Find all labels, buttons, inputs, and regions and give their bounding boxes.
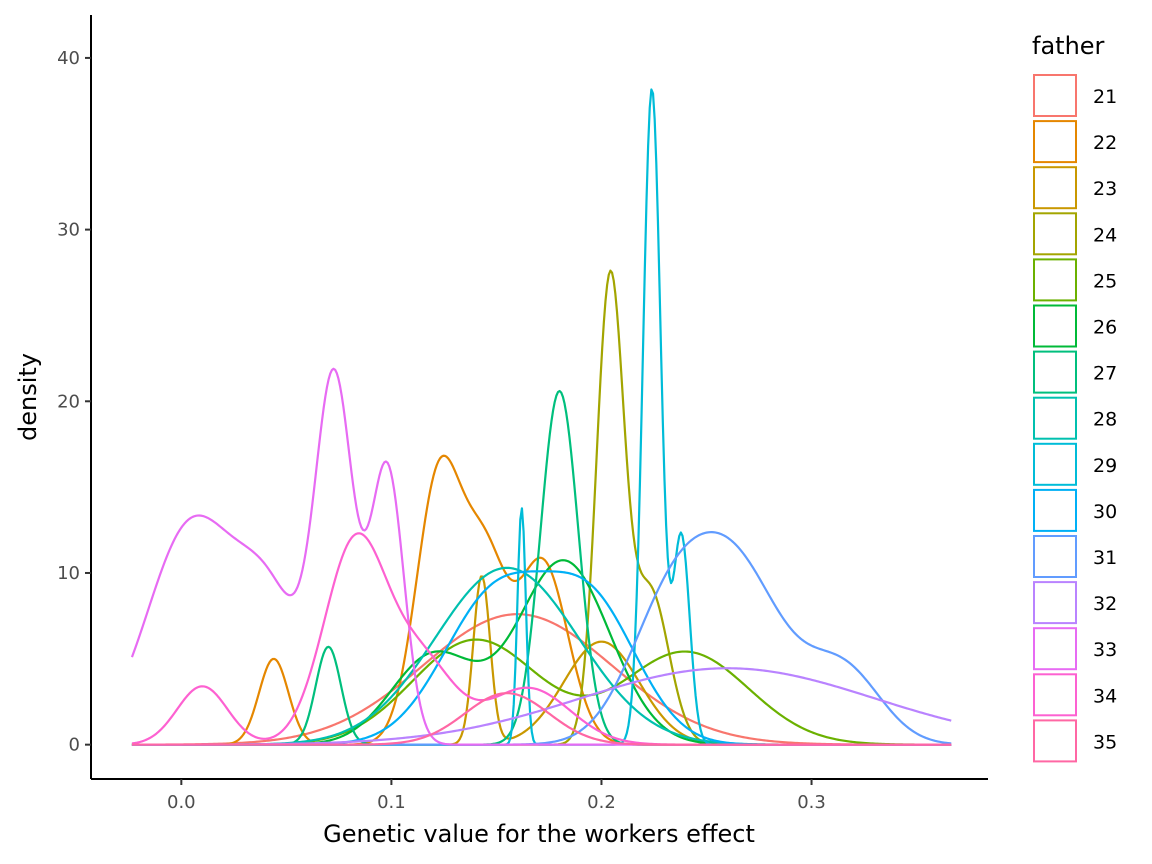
legend-key [1033, 673, 1077, 717]
x-tick-label: 0.2 [587, 792, 616, 813]
legend-title: father [1032, 32, 1105, 60]
legend-item-35: 35 [1033, 719, 1117, 763]
legend-key [1033, 258, 1077, 302]
legend-key [1033, 74, 1077, 117]
legend: father 21 22 23 24 25 26 27 28 29 30 31 32 33 34 35 [1032, 32, 1117, 763]
legend-key [1033, 120, 1077, 164]
legend-label: 23 [1093, 178, 1117, 200]
legend-items: 21 22 23 24 25 26 27 28 29 30 31 32 33 34 35 [1033, 74, 1117, 763]
legend-item-29: 29 [1033, 442, 1117, 486]
legend-label: 28 [1093, 409, 1117, 431]
x-tick-label: 0.0 [167, 792, 196, 813]
legend-label: 30 [1093, 501, 1117, 523]
legend-item-33: 33 [1033, 627, 1117, 671]
legend-key [1033, 212, 1077, 256]
legend-item-31: 31 [1033, 535, 1117, 578]
legend-key [1033, 719, 1077, 763]
y-tick-label: 20 [57, 391, 80, 412]
y-tick-label: 0 [69, 735, 80, 756]
y-tick-label: 10 [57, 563, 80, 584]
legend-item-28: 28 [1033, 396, 1117, 440]
y-tick-label: 40 [57, 48, 80, 69]
legend-label: 25 [1093, 270, 1117, 292]
legend-key [1033, 350, 1077, 394]
legend-label: 21 [1093, 86, 1117, 108]
x-tick-label: 0.1 [377, 792, 406, 813]
legend-label: 26 [1093, 317, 1117, 339]
density-line-30 [131, 570, 952, 746]
density-line-28 [131, 566, 952, 746]
density-line-23 [131, 575, 952, 746]
density-line-35 [131, 692, 952, 746]
legend-item-25: 25 [1033, 258, 1117, 302]
legend-item-27: 27 [1033, 350, 1117, 394]
legend-key [1033, 304, 1077, 348]
legend-item-22: 22 [1033, 120, 1117, 164]
density-line-31 [131, 531, 952, 746]
density-line-22 [131, 454, 952, 746]
density-curves [130, 88, 952, 746]
legend-label: 33 [1093, 639, 1117, 661]
legend-item-32: 32 [1033, 581, 1117, 625]
legend-key [1033, 166, 1077, 210]
legend-label: 34 [1093, 685, 1117, 707]
legend-item-21: 21 [1033, 74, 1117, 117]
legend-label: 22 [1093, 132, 1117, 154]
legend-key [1033, 627, 1077, 671]
legend-item-34: 34 [1033, 673, 1117, 717]
density-line-25 [131, 638, 952, 746]
y-axis-title: density [14, 353, 42, 441]
legend-label: 32 [1093, 593, 1117, 615]
legend-key [1033, 442, 1077, 486]
legend-key [1033, 488, 1077, 532]
legend-key [1033, 581, 1077, 625]
legend-label: 35 [1093, 731, 1117, 753]
x-axis-ticks: 0.0 0.1 0.2 0.3 [167, 779, 826, 813]
legend-label: 24 [1093, 224, 1117, 246]
legend-key [1033, 535, 1077, 578]
legend-item-26: 26 [1033, 304, 1117, 348]
x-axis-title: Genetic value for the workers effect [323, 820, 755, 848]
legend-key [1033, 396, 1077, 440]
legend-item-23: 23 [1033, 166, 1117, 210]
density-line-29 [131, 88, 952, 746]
legend-label: 27 [1093, 363, 1117, 385]
legend-item-30: 30 [1033, 488, 1117, 532]
legend-item-24: 24 [1033, 212, 1117, 256]
y-axis-ticks: 0 10 20 30 40 [57, 48, 91, 756]
legend-label: 29 [1093, 455, 1117, 477]
legend-label: 31 [1093, 547, 1117, 569]
x-tick-label: 0.3 [797, 792, 826, 813]
density-line-34 [131, 532, 952, 746]
density-line-33 [130, 367, 952, 746]
density-line-21 [131, 613, 952, 746]
y-tick-label: 30 [57, 220, 80, 241]
